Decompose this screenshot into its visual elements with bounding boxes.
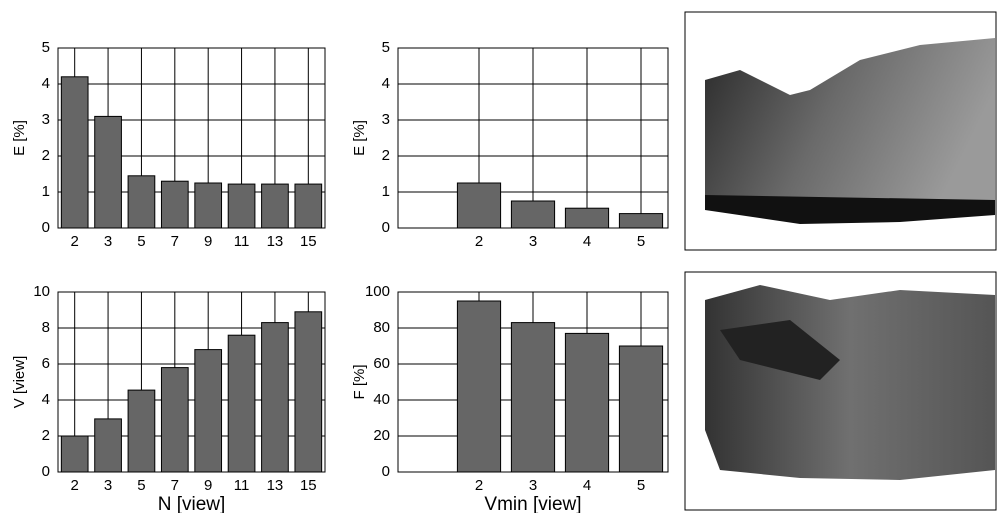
y-tick-label: 4 [42, 75, 50, 92]
bar [60, 435, 89, 473]
y-tick-label: 4 [382, 75, 390, 92]
y-tick-label: 20 [373, 427, 390, 444]
x-tick-label: 2 [71, 477, 79, 494]
y-tick-label: 1 [42, 183, 50, 200]
bar [160, 180, 189, 229]
x-tick-label: 2 [475, 233, 483, 250]
x-tick-label: 5 [137, 233, 145, 250]
x-tick-label: 3 [104, 233, 112, 250]
y-tick-label: 2 [42, 147, 50, 164]
bar [261, 183, 289, 229]
x-tick-label: 9 [204, 233, 212, 250]
x-tick-label: 13 [267, 477, 284, 494]
bar [94, 115, 122, 229]
x-tick-label: 13 [267, 233, 284, 250]
x-axis-label: N [view] [158, 494, 226, 513]
y-tick-label: 0 [382, 463, 390, 480]
bar [456, 300, 502, 473]
y-tick-label: 0 [382, 219, 390, 236]
texture-image [684, 271, 997, 511]
plot-frame [57, 291, 326, 473]
y-tick-label: 5 [42, 39, 50, 56]
bar [94, 418, 122, 473]
x-tick-label: 2 [71, 233, 79, 250]
x-tick-label: 2 [475, 477, 483, 494]
y-tick-label: 5 [382, 39, 390, 56]
bar [456, 182, 502, 229]
y-tick-label: 2 [42, 427, 50, 444]
x-tick-label: 4 [583, 233, 591, 250]
x-axis-label: Vmin [view] [484, 494, 581, 513]
y-tick-label: 0 [42, 219, 50, 236]
bar [618, 345, 664, 473]
x-tick-label: 5 [637, 233, 645, 250]
bar [510, 322, 556, 473]
y-tick-label: 80 [373, 319, 390, 336]
bar [294, 183, 323, 229]
y-tick-label: 6 [42, 355, 50, 372]
x-tick-label: 9 [204, 477, 212, 494]
x-tick-label: 15 [300, 477, 317, 494]
bar [294, 311, 323, 473]
bar [127, 389, 156, 473]
y-tick-label: 10 [33, 283, 50, 300]
y-axis-label: F [%] [351, 364, 368, 399]
bar [261, 322, 289, 473]
y-tick-label: 0 [42, 463, 50, 480]
y-axis-label: V [view] [11, 356, 28, 409]
x-tick-label: 7 [171, 477, 179, 494]
x-tick-label: 3 [104, 477, 112, 494]
x-tick-label: 3 [529, 233, 537, 250]
y-tick-label: 40 [373, 391, 390, 408]
bar [227, 183, 256, 229]
bar [60, 76, 89, 229]
y-tick-label: 3 [42, 111, 50, 128]
y-tick-label: 3 [382, 111, 390, 128]
x-tick-label: 3 [529, 477, 537, 494]
bar [127, 175, 156, 229]
x-tick-label: 5 [637, 477, 645, 494]
x-tick-label: 4 [583, 477, 591, 494]
x-tick-label: 5 [137, 477, 145, 494]
y-tick-label: 1 [382, 183, 390, 200]
plot-frame [397, 291, 669, 473]
y-tick-label: 2 [382, 147, 390, 164]
bar [564, 332, 610, 473]
x-tick-label: 11 [234, 233, 250, 250]
bar [194, 349, 223, 473]
y-axis-label: E [%] [351, 120, 368, 156]
x-tick-label: 7 [171, 233, 179, 250]
depth-image [684, 11, 997, 251]
y-axis-label: E [%] [11, 120, 28, 156]
bar [510, 200, 556, 229]
bar [194, 182, 223, 229]
bar [227, 334, 256, 473]
plot-frame [397, 47, 669, 229]
y-tick-label: 60 [373, 355, 390, 372]
bar [564, 207, 610, 229]
x-tick-label: 11 [234, 477, 250, 494]
x-tick-label: 15 [300, 233, 317, 250]
bar [160, 367, 189, 473]
y-tick-label: 8 [42, 319, 50, 336]
y-tick-label: 100 [365, 283, 390, 300]
y-tick-label: 4 [42, 391, 50, 408]
bar [618, 213, 664, 229]
plot-frame [57, 47, 326, 229]
